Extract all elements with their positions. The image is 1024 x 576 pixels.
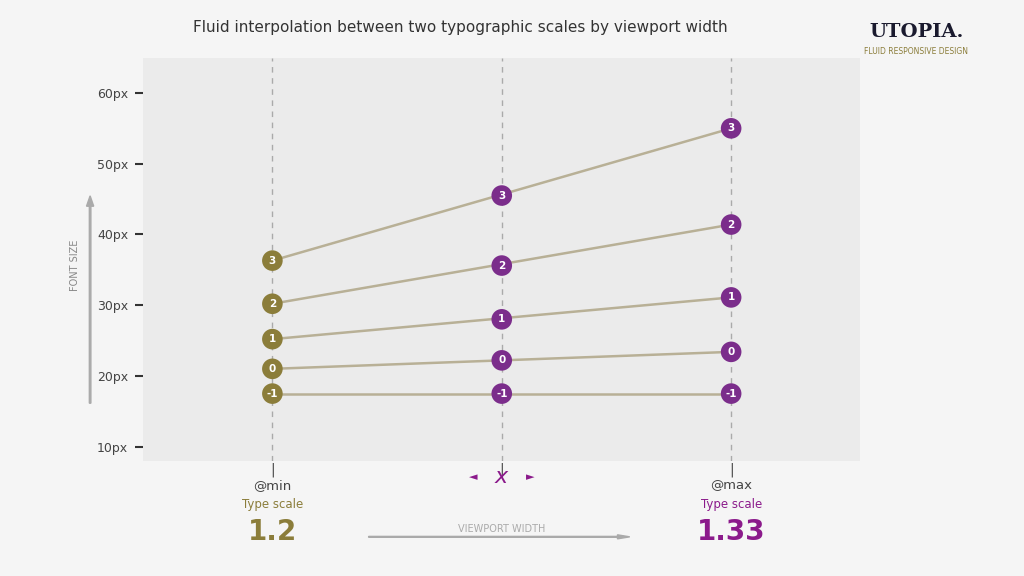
Text: FONT SIZE: FONT SIZE bbox=[70, 239, 80, 291]
Point bbox=[264, 364, 281, 373]
Text: 2: 2 bbox=[498, 260, 506, 271]
Text: 3: 3 bbox=[268, 256, 276, 266]
Point bbox=[494, 191, 510, 200]
Text: FLUID RESPONSIVE DESIGN: FLUID RESPONSIVE DESIGN bbox=[864, 47, 969, 56]
Text: 3: 3 bbox=[727, 123, 735, 133]
Text: 0: 0 bbox=[498, 355, 506, 365]
Text: VIEWPORT WIDTH: VIEWPORT WIDTH bbox=[458, 524, 546, 534]
Text: UTOPIA.: UTOPIA. bbox=[869, 23, 964, 41]
Text: @min: @min bbox=[253, 479, 292, 492]
Text: Type scale: Type scale bbox=[700, 498, 762, 511]
Point bbox=[494, 314, 510, 324]
Point bbox=[264, 256, 281, 265]
Text: -1: -1 bbox=[266, 389, 279, 399]
Text: 0: 0 bbox=[727, 347, 735, 357]
Text: |: | bbox=[729, 463, 733, 477]
Text: |: | bbox=[270, 463, 274, 477]
Point bbox=[723, 389, 739, 398]
Point bbox=[264, 335, 281, 344]
Text: 1: 1 bbox=[498, 314, 506, 324]
Point bbox=[723, 124, 739, 133]
Text: 0: 0 bbox=[268, 364, 276, 374]
Text: 3: 3 bbox=[498, 191, 506, 200]
Text: 2: 2 bbox=[268, 299, 276, 309]
Text: Fluid interpolation between two typographic scales by viewport width: Fluid interpolation between two typograp… bbox=[194, 20, 728, 35]
Text: 1.2: 1.2 bbox=[248, 518, 297, 547]
Text: 1.33: 1.33 bbox=[696, 518, 766, 547]
Text: Type scale: Type scale bbox=[242, 498, 303, 511]
Point bbox=[723, 220, 739, 229]
Text: |: | bbox=[500, 463, 504, 477]
Text: 2: 2 bbox=[727, 219, 735, 230]
Point bbox=[494, 261, 510, 270]
Text: $\mathit{x}$: $\mathit{x}$ bbox=[494, 467, 510, 487]
Text: -1: -1 bbox=[496, 389, 508, 399]
Point bbox=[723, 347, 739, 357]
Point bbox=[723, 293, 739, 302]
Text: @max: @max bbox=[710, 479, 753, 492]
Point bbox=[494, 356, 510, 365]
Text: ◄: ◄ bbox=[469, 472, 477, 482]
Text: 1: 1 bbox=[268, 334, 276, 344]
Text: -1: -1 bbox=[725, 389, 737, 399]
Point bbox=[264, 389, 281, 398]
Text: 1: 1 bbox=[727, 293, 735, 302]
Point bbox=[494, 389, 510, 398]
Point bbox=[264, 299, 281, 308]
Text: ►: ► bbox=[526, 472, 535, 482]
